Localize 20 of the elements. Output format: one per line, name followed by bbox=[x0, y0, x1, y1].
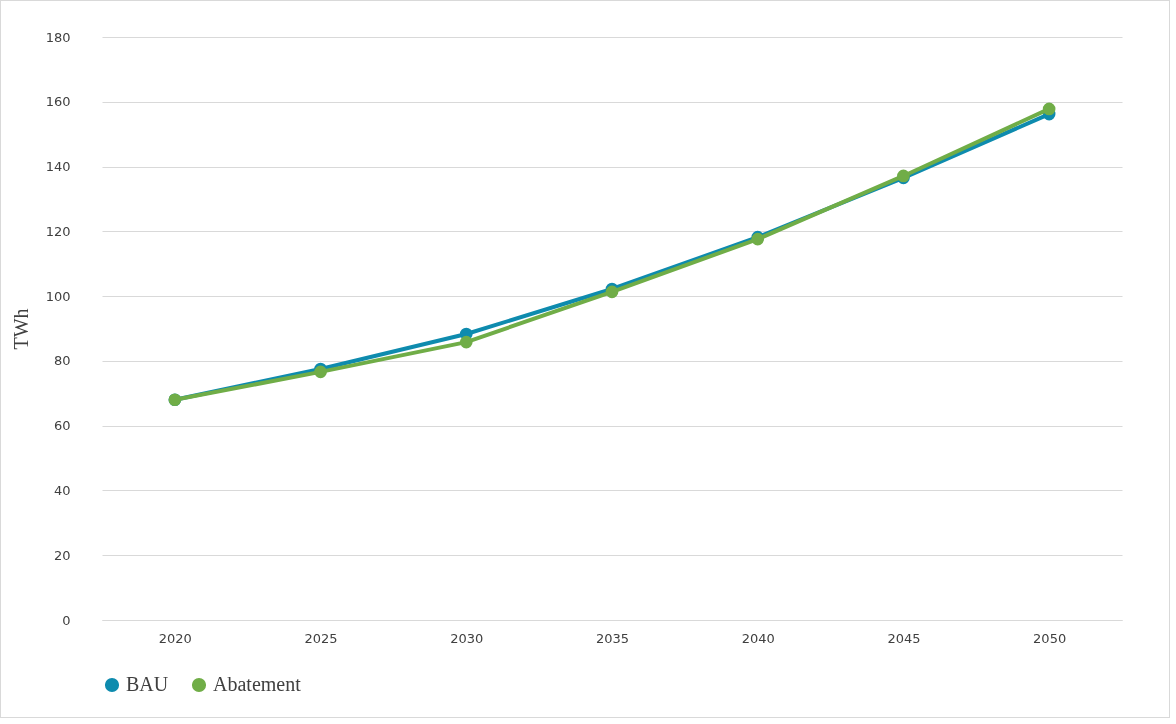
y-tick-label: 100 bbox=[45, 288, 71, 304]
x-tick-label: 2020 bbox=[158, 630, 192, 646]
y-tick-label: 160 bbox=[45, 94, 71, 110]
y-tick-label: 0 bbox=[62, 612, 71, 628]
legend-label: Abatement bbox=[213, 673, 302, 695]
x-tick-label: 2030 bbox=[450, 630, 484, 646]
y-tick-label: 60 bbox=[53, 418, 71, 434]
x-tick-label: 2050 bbox=[1033, 630, 1067, 646]
y-tick-label: 140 bbox=[45, 159, 71, 175]
x-tick-label: 2045 bbox=[887, 630, 921, 646]
y-axis-title: TWh bbox=[9, 308, 32, 350]
x-tick-label: 2040 bbox=[741, 630, 775, 646]
y-tick-label: 120 bbox=[45, 223, 71, 239]
y-tick-label: 80 bbox=[53, 353, 71, 369]
x-tick-label: 2035 bbox=[595, 630, 630, 646]
y-tick-label: 40 bbox=[53, 482, 71, 498]
y-tick-label: 20 bbox=[53, 547, 71, 563]
x-tick-label: 2025 bbox=[304, 630, 338, 646]
legend-label: BAU bbox=[126, 673, 169, 695]
y-tick-label: 180 bbox=[45, 29, 71, 45]
